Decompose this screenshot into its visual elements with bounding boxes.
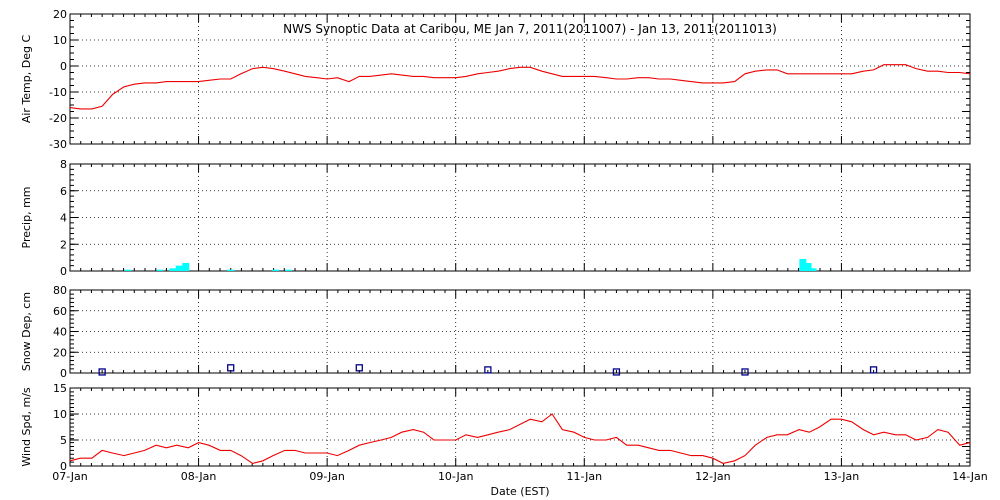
y-tick-label: 10 — [53, 408, 67, 421]
y-tick-label: 10 — [53, 34, 67, 47]
y-axis-label: Precip, mm — [20, 187, 33, 249]
precip-bar — [156, 269, 164, 271]
y-tick-label: 80 — [53, 284, 67, 297]
y-tick-label: 15 — [53, 382, 67, 395]
panel-precip: 8 6 4 2 0 Precip, mm — [20, 158, 971, 278]
precip-bar — [169, 268, 177, 271]
snow-depth-point — [869, 366, 878, 374]
precip-bar — [227, 269, 235, 271]
snow-depth-point — [355, 364, 363, 372]
snow-depth-point — [741, 368, 749, 376]
precip-bar — [799, 258, 807, 271]
precip-bar — [804, 262, 812, 271]
y-axis-label: Air Temp, Deg C — [20, 35, 33, 124]
plot-frame — [69, 387, 971, 467]
y-tick-label: -20 — [49, 112, 67, 125]
y-tick-label: -30 — [49, 138, 67, 151]
snow-depth-point — [484, 366, 492, 374]
plot-frame — [69, 163, 971, 272]
y-axis-label: Snow Dep, cm — [20, 292, 33, 371]
y-tick-label: 0 — [60, 367, 67, 380]
y-axis-label: Wind Spd, m/s — [20, 387, 33, 467]
x-tick-label: 08-Jan — [181, 470, 217, 483]
x-tick-label: 09-Jan — [309, 470, 345, 483]
y-tick-label: 0 — [60, 460, 67, 473]
panel-wind: 15 10 5 0 Wind Spd, m/s 07-Jan 08-Jan 09-Jan 10-… — [20, 382, 988, 483]
y-tick-label: 60 — [53, 305, 67, 318]
plot-frame — [69, 13, 971, 145]
plot-frame — [69, 289, 971, 374]
series-line — [69, 413, 971, 464]
x-tick-label: 14-Jan — [952, 470, 988, 483]
x-tick-label: 11-Jan — [567, 470, 603, 483]
y-tick-label: 0 — [60, 60, 67, 73]
y-tick-label: 4 — [60, 212, 67, 225]
y-tick-label: 0 — [60, 265, 67, 278]
y-tick-label: 40 — [53, 326, 67, 339]
panel-snow: 80 60 40 20 0 Snow Dep, cm — [20, 284, 971, 380]
precip-bar — [182, 262, 190, 271]
x-tick-label: 13-Jan — [824, 470, 860, 483]
x-axis-label: Date (EST) — [490, 485, 549, 498]
y-tick-label: -10 — [49, 86, 67, 99]
x-tick-label: 10-Jan — [438, 470, 474, 483]
y-tick-label: 20 — [53, 8, 67, 21]
x-tick-label: 07-Jan — [52, 470, 88, 483]
panel-temp: 20 10 0 -10 -20 -30 Air Temp, Deg C — [20, 8, 971, 151]
snow-depth-point — [98, 368, 106, 376]
series-line — [69, 64, 971, 110]
y-tick-label: 8 — [60, 158, 67, 171]
precip-bar — [272, 269, 280, 271]
y-tick-label: 6 — [60, 185, 67, 198]
precip-bar — [175, 265, 183, 271]
precip-bar — [124, 269, 132, 271]
chart-title: NWS Synoptic Data at Caribou, ME Jan 7, … — [283, 22, 777, 36]
precip-bar — [285, 269, 293, 271]
snow-depth-point — [612, 368, 621, 376]
y-tick-label: 20 — [53, 346, 67, 359]
x-tick-label: 12-Jan — [695, 470, 731, 483]
y-tick-label: 5 — [60, 434, 67, 447]
precip-bar — [809, 268, 817, 271]
snow-depth-point — [227, 364, 235, 372]
y-tick-label: 2 — [60, 238, 67, 251]
